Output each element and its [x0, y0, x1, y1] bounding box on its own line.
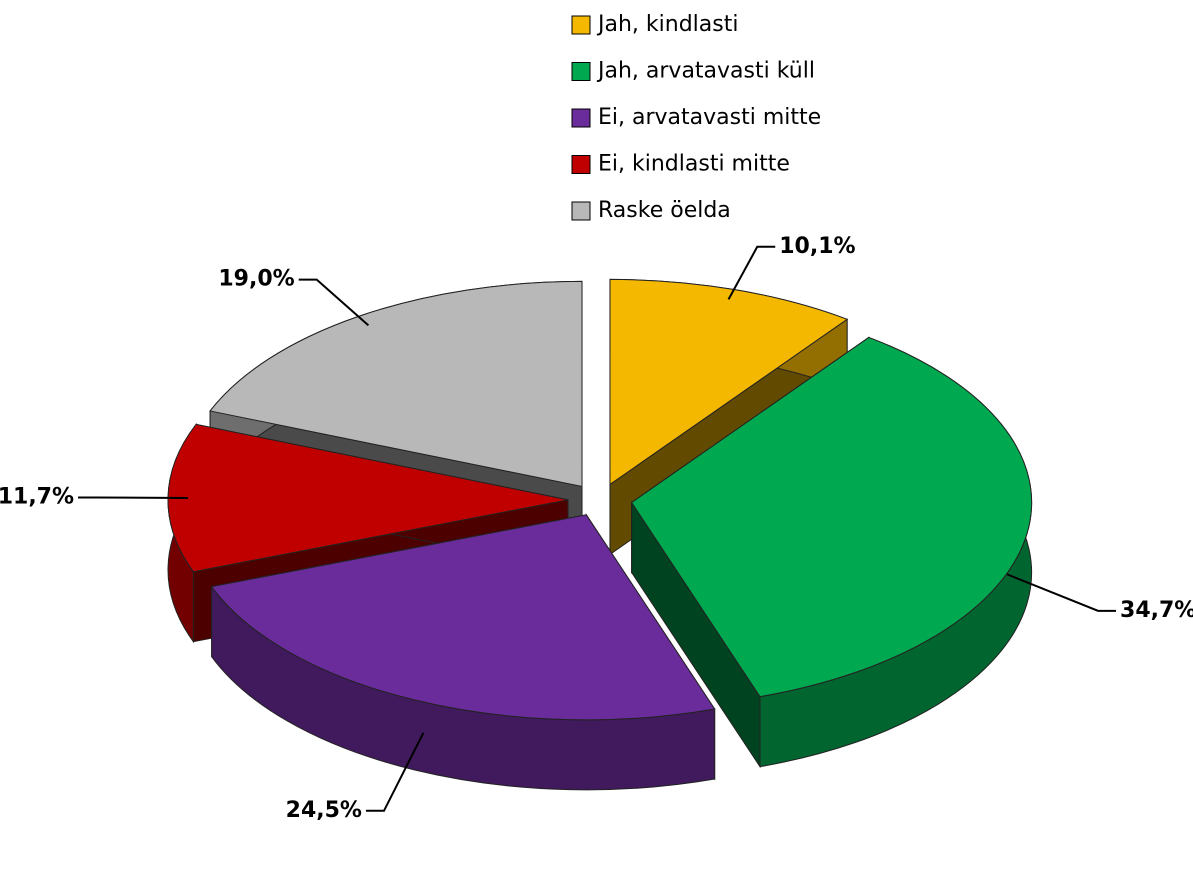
- data-label: 34,7%: [1120, 598, 1193, 623]
- legend-label: Raske öelda: [598, 198, 731, 223]
- data-label: 10,1%: [779, 234, 855, 259]
- leader-line: [1006, 573, 1117, 612]
- leader-line: [727, 245, 776, 300]
- legend-swatch: [571, 201, 591, 221]
- legend-swatch: [571, 62, 591, 81]
- data-label: 19,0%: [218, 267, 294, 292]
- slice: [210, 513, 716, 791]
- legend-swatch: [571, 108, 591, 128]
- slice: [630, 336, 1033, 769]
- legend-label: Ei, kindlasti mitte: [598, 152, 790, 177]
- legend-swatch: [571, 155, 591, 174]
- legend-label: Jah, arvatavasti küll: [596, 59, 815, 84]
- leader-line: [78, 496, 189, 500]
- legend-label: Jah, kindlasti: [596, 12, 738, 37]
- slice-top: [630, 336, 1033, 698]
- legend-label: Ei, arvatavasti mitte: [598, 105, 821, 130]
- data-label: 11,7%: [0, 484, 74, 509]
- slice-top: [209, 280, 583, 488]
- leader-line: [365, 732, 425, 812]
- leader-line: [298, 278, 370, 327]
- data-label: 24,5%: [286, 798, 362, 823]
- legend-swatch: [571, 15, 591, 35]
- slice-top: [210, 514, 716, 721]
